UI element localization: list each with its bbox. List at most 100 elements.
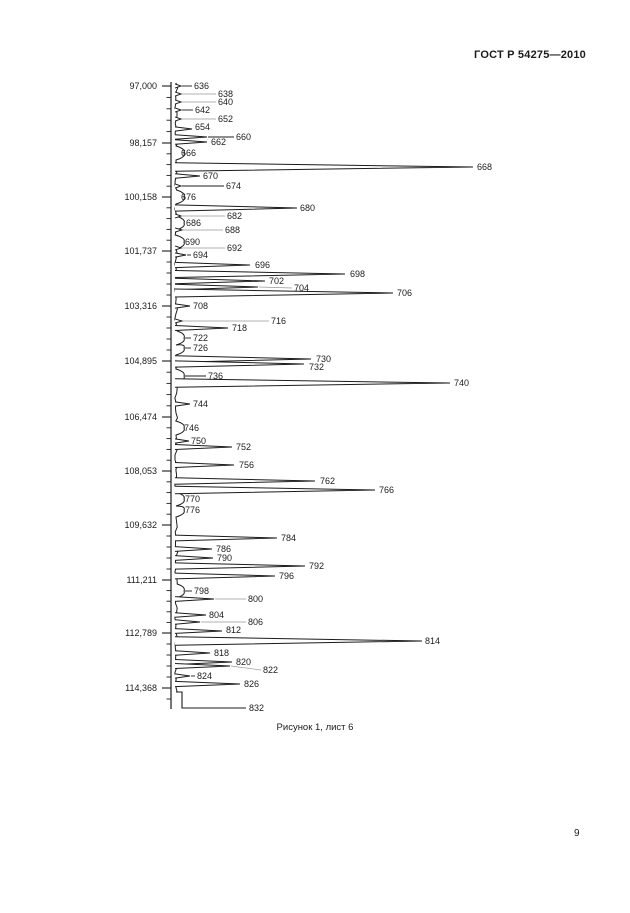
peak-label-662: 662 (211, 137, 226, 147)
peak-spike-790 (174, 555, 214, 561)
peak-label-726: 726 (193, 343, 208, 353)
peak-spike-786 (174, 546, 213, 552)
peak-label-704: 704 (294, 283, 309, 293)
peak-spike-740 (174, 378, 451, 388)
peak-spike-640 (174, 99, 183, 105)
axis-tick-label: 108,053 (124, 466, 157, 476)
peak-spike-718 (174, 325, 229, 331)
peak-label-698: 698 (350, 269, 365, 279)
peak-label-686: 686 (186, 218, 201, 228)
peak-spike-698 (174, 269, 346, 279)
peak-label-718: 718 (232, 323, 247, 333)
peak-label-744: 744 (193, 399, 208, 409)
peak-label-814: 814 (425, 636, 440, 646)
peak-label-750: 750 (191, 436, 206, 446)
peak-label-654: 654 (195, 122, 210, 132)
peak-spike-826 (174, 680, 241, 688)
peak-label-762: 762 (320, 476, 335, 486)
peak-label-746: 746 (184, 423, 199, 433)
peak-label-784: 784 (281, 533, 296, 543)
peak-spike-818 (174, 650, 211, 656)
peak-label-640: 640 (218, 97, 233, 107)
figure-caption: Рисунок 1, лист 6 (276, 722, 354, 733)
peak-spike-750 (174, 438, 190, 444)
peak-spike-636 (174, 83, 183, 89)
peak-spike-732 (174, 360, 305, 368)
leader-line-822 (230, 665, 262, 671)
peak-label-682: 682 (227, 211, 242, 221)
axis-tick-label: 101,737 (124, 246, 157, 256)
peak-spike-708 (174, 303, 191, 309)
peak-label-722: 722 (193, 333, 208, 343)
peak-spike-752 (174, 443, 233, 451)
peak-spike-756 (174, 461, 235, 469)
peak-spike-784 (174, 534, 278, 542)
axis-tick-label: 97,000 (129, 81, 157, 91)
standard-number: ГОСТ Р 54275—2010 (474, 49, 586, 61)
peak-spike-696 (174, 261, 251, 269)
peak-label-636: 636 (194, 81, 209, 91)
peak-label-706: 706 (397, 288, 412, 298)
peak-label-822: 822 (263, 665, 278, 675)
peak-spike-762 (174, 477, 316, 485)
peak-label-694: 694 (193, 250, 208, 260)
peak-label-690: 690 (185, 237, 200, 247)
axis-tick-label: 112,789 (125, 628, 157, 638)
peak-spike-796 (174, 572, 276, 580)
peak-label-798: 798 (194, 586, 209, 596)
peak-label-660: 660 (236, 132, 251, 142)
peak-label-776: 776 (185, 505, 200, 515)
peak-spike-682 (174, 213, 183, 219)
axis-tick-label: 111,211 (126, 575, 157, 585)
peak-spike-706 (174, 288, 394, 298)
peak-spike-642 (174, 107, 183, 113)
axis-tick-label: 114,368 (125, 683, 157, 693)
peak-spike-812 (174, 628, 223, 634)
peak-spike-694 (174, 252, 187, 258)
peak-spike-702 (174, 277, 266, 285)
trace-step (176, 691, 246, 709)
peak-label-756: 756 (239, 460, 254, 470)
axis-tick-label: 109,632 (124, 520, 157, 530)
peak-label-674: 674 (226, 181, 241, 191)
peak-label-730: 730 (316, 354, 331, 364)
peak-label-770: 770 (185, 494, 200, 504)
peak-spike-716 (174, 318, 184, 324)
peak-spike-652 (174, 116, 183, 122)
axis-tick-label: 104,895 (124, 356, 157, 366)
peak-label-806: 806 (248, 617, 263, 627)
axis-tick-label: 106,474 (124, 412, 157, 422)
peak-spike-692 (174, 245, 183, 251)
peak-label-696: 696 (255, 260, 270, 270)
peak-spike-822 (174, 663, 231, 669)
page-number: 9 (574, 828, 580, 839)
peak-spike-660 (174, 134, 208, 140)
peak-label-670: 670 (203, 171, 218, 181)
axis-tick-label: 98,157 (129, 138, 157, 148)
peak-spike-638 (174, 91, 183, 97)
peak-label-818: 818 (214, 648, 229, 658)
peak-label-752: 752 (236, 442, 251, 452)
leader-line-704 (258, 286, 293, 289)
peak-spike-674 (174, 183, 183, 189)
peak-spike-662 (174, 139, 208, 145)
peak-label-732: 732 (309, 362, 324, 372)
peak-spike-792 (174, 562, 306, 570)
axis-tick-label: 100,158 (124, 192, 157, 202)
trace-baseline (174, 82, 185, 693)
peak-label-736: 736 (208, 371, 223, 381)
peak-label-804: 804 (209, 610, 224, 620)
peak-label-642: 642 (195, 105, 210, 115)
peak-label-740: 740 (454, 378, 469, 388)
peak-label-796: 796 (279, 571, 294, 581)
peak-spike-766 (174, 485, 376, 495)
peak-label-786: 786 (216, 544, 231, 554)
peak-label-832: 832 (249, 703, 264, 713)
peak-label-766: 766 (379, 485, 394, 495)
peak-spike-820 (174, 658, 233, 666)
peak-label-792: 792 (309, 561, 324, 571)
peak-label-812: 812 (226, 625, 241, 635)
peak-label-692: 692 (227, 243, 242, 253)
peak-spike-804 (174, 612, 207, 618)
